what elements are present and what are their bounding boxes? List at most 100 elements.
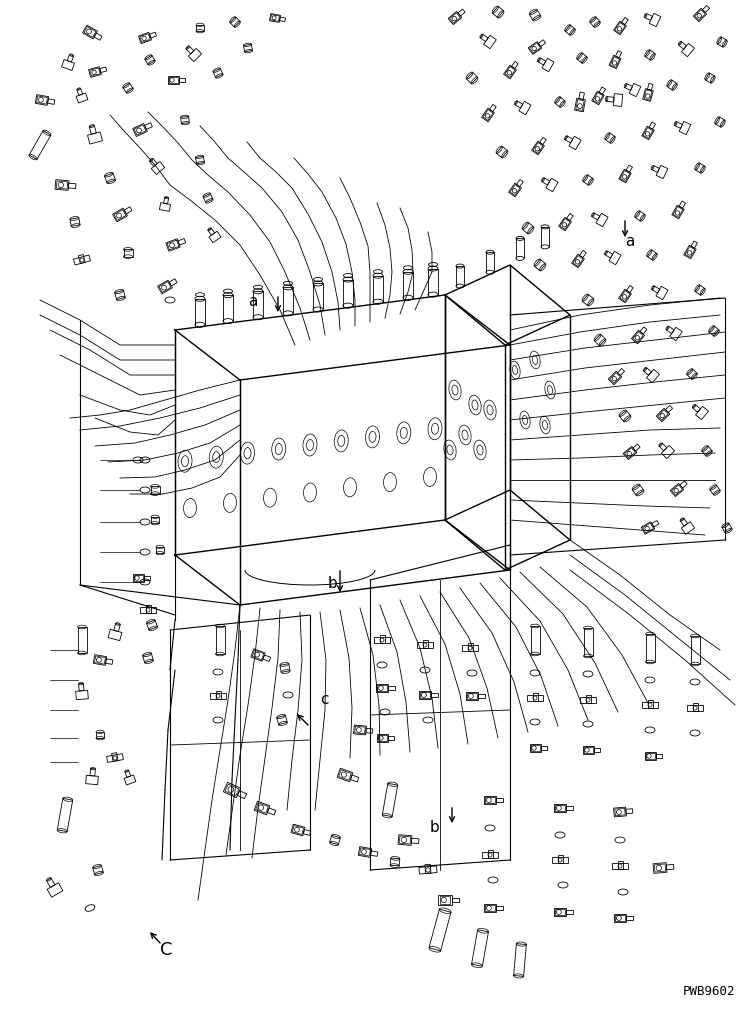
Text: b: b — [328, 576, 338, 591]
Bar — [166, 238, 180, 251]
Bar — [517, 180, 524, 187]
Bar — [376, 734, 388, 742]
Bar — [467, 643, 472, 651]
Bar — [484, 904, 496, 912]
Bar — [566, 806, 573, 810]
Bar — [156, 546, 164, 553]
Bar — [594, 334, 606, 345]
Bar — [225, 784, 239, 796]
Bar — [552, 857, 568, 863]
Bar — [78, 255, 86, 264]
Bar — [583, 746, 593, 754]
Bar — [687, 369, 697, 379]
Bar — [633, 331, 644, 342]
Bar — [522, 222, 534, 233]
Bar — [609, 56, 621, 69]
Bar — [68, 55, 74, 63]
Bar — [124, 775, 136, 785]
Bar — [530, 626, 539, 654]
Bar — [574, 98, 586, 112]
Bar — [37, 96, 47, 104]
Bar — [642, 702, 658, 708]
Bar — [124, 771, 130, 778]
Bar — [662, 445, 674, 459]
Bar — [93, 654, 106, 666]
Bar — [703, 5, 709, 12]
Bar — [510, 185, 520, 195]
Bar — [652, 520, 659, 527]
Bar — [616, 50, 622, 58]
Text: a: a — [625, 234, 634, 249]
Bar — [671, 485, 682, 495]
Bar — [680, 121, 691, 134]
Bar — [722, 523, 732, 532]
Bar — [151, 487, 160, 494]
Bar — [256, 803, 268, 813]
Bar — [584, 747, 592, 753]
Bar — [647, 700, 652, 708]
Bar — [254, 801, 270, 815]
Bar — [645, 49, 655, 61]
Bar — [151, 517, 159, 523]
Bar — [626, 165, 632, 173]
Bar — [358, 846, 372, 857]
Bar — [458, 9, 465, 16]
Bar — [646, 370, 659, 383]
Bar — [573, 256, 583, 267]
Bar — [505, 67, 515, 78]
Bar — [644, 90, 652, 100]
Bar — [577, 53, 587, 63]
Bar — [647, 84, 653, 90]
Bar — [77, 627, 86, 653]
Bar — [82, 25, 98, 38]
Bar — [158, 280, 172, 294]
Bar — [339, 770, 351, 781]
Bar — [612, 863, 628, 869]
Bar — [614, 21, 626, 34]
Bar — [617, 369, 625, 376]
Bar — [496, 798, 502, 802]
Bar — [625, 84, 632, 90]
Bar — [142, 653, 153, 663]
Bar — [620, 171, 630, 182]
Bar — [695, 163, 705, 173]
Bar — [617, 861, 622, 869]
Bar — [530, 745, 539, 751]
Bar — [512, 62, 518, 69]
Bar — [649, 122, 656, 129]
Bar — [640, 327, 647, 334]
Bar — [592, 213, 600, 220]
Bar — [167, 240, 178, 249]
Bar — [705, 73, 715, 83]
Bar — [76, 89, 82, 95]
Bar — [452, 898, 459, 902]
Bar — [140, 607, 156, 613]
Bar — [584, 628, 592, 656]
Bar — [374, 637, 390, 643]
Bar — [632, 330, 644, 343]
Bar — [533, 142, 543, 154]
Bar — [230, 17, 240, 27]
Bar — [431, 693, 438, 697]
Bar — [480, 34, 488, 41]
Bar — [215, 626, 224, 654]
Bar — [448, 11, 462, 24]
Bar — [619, 289, 632, 303]
Bar — [196, 25, 204, 31]
Bar — [539, 137, 546, 144]
Bar — [530, 744, 541, 752]
Bar — [554, 804, 566, 812]
Bar — [424, 865, 431, 874]
Bar — [680, 518, 688, 526]
Bar — [554, 908, 566, 916]
Bar — [462, 645, 478, 651]
Bar — [679, 41, 686, 49]
Bar — [483, 110, 493, 120]
Bar — [210, 693, 226, 699]
Bar — [388, 736, 394, 740]
Bar — [353, 725, 367, 735]
Bar — [503, 66, 517, 79]
Text: c: c — [320, 693, 328, 707]
Bar — [633, 444, 640, 451]
Bar — [542, 59, 554, 72]
